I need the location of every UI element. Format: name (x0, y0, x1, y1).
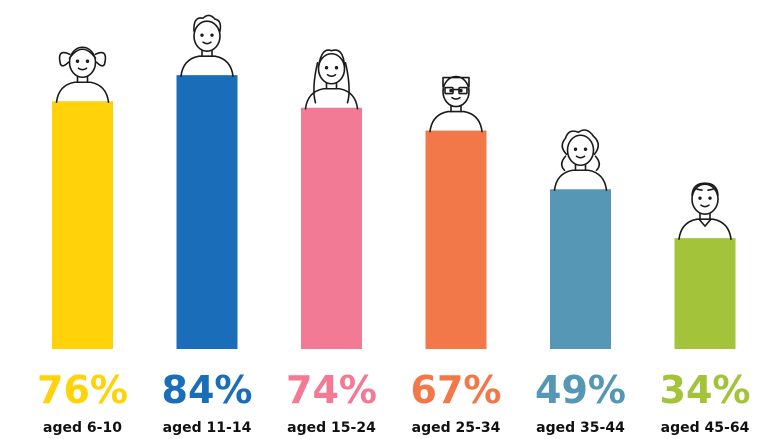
boy-icon (180, 14, 234, 77)
young-woman-icon (304, 49, 359, 110)
category-label-2: aged 11-14 (163, 420, 252, 436)
girl-pigtails-icon (55, 46, 110, 104)
value-label-5: 49% (535, 368, 626, 412)
value-label-4: 67% (411, 368, 502, 412)
value-label-2: 84% (162, 368, 253, 412)
bar-3 (301, 107, 362, 349)
category-label-6: aged 45-64 (661, 420, 750, 436)
value-label-1: 76% (37, 368, 128, 412)
bars-layer (52, 75, 736, 350)
bar-4 (425, 130, 487, 349)
value-label-3: 74% (286, 368, 377, 412)
labels-layer: 76% aged 6-10 84% aged 11-14 74% aged 15-24 67… (37, 368, 750, 436)
category-label-3: aged 15-24 (287, 420, 376, 436)
category-label-4: aged 25-34 (412, 420, 501, 436)
bar-6 (674, 238, 736, 349)
man-glasses-icon (429, 75, 483, 133)
icons-layer (55, 14, 732, 240)
older-man-icon (678, 182, 732, 240)
woman-curly-hair-icon (553, 129, 608, 192)
bar-1 (52, 101, 113, 350)
bar-5 (550, 189, 611, 349)
bar-2 (176, 75, 238, 349)
category-label-5: aged 35-44 (536, 420, 625, 436)
value-label-6: 34% (660, 368, 751, 412)
category-label-1: aged 6-10 (43, 420, 122, 436)
